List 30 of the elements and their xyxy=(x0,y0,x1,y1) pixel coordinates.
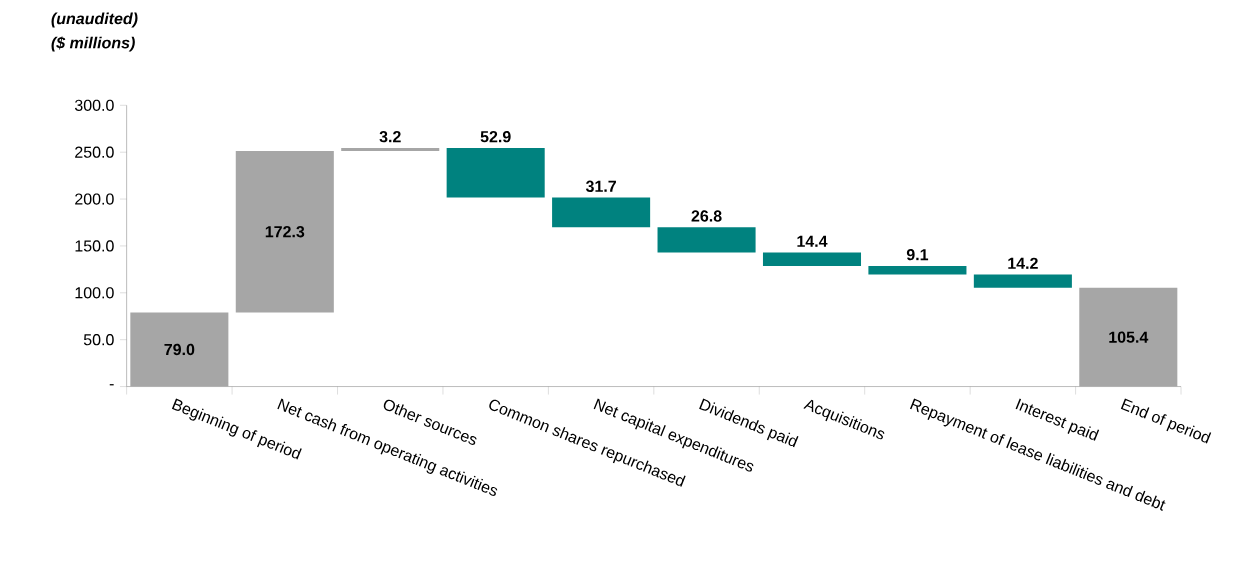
bar xyxy=(130,312,229,387)
text: ($ millions) xyxy=(51,36,135,52)
data-label: 52.9 xyxy=(480,130,511,143)
bar xyxy=(973,274,1072,288)
bar xyxy=(762,252,862,266)
bar xyxy=(341,147,440,151)
data-label: 3.2 xyxy=(379,130,401,143)
bar xyxy=(1079,287,1178,387)
x-tick-label: End of period xyxy=(1120,398,1212,444)
bar xyxy=(552,197,651,228)
y-tick-label: - xyxy=(109,384,114,386)
y-tick-label: 200.0 xyxy=(75,193,114,205)
bar xyxy=(657,227,756,253)
bar xyxy=(868,265,967,275)
text: (unaudited) xyxy=(51,12,138,28)
data-label: 14.2 xyxy=(1008,257,1038,269)
y-tick-label: 300.0 xyxy=(74,99,114,111)
data-label: 172.3 xyxy=(265,225,305,238)
data-label: 14.4 xyxy=(797,235,828,247)
bar xyxy=(235,150,334,313)
data-label: 31.7 xyxy=(585,180,616,192)
y-tick-label: 50.0 xyxy=(83,333,114,346)
bar xyxy=(446,147,545,198)
y-tick-label: 150.0 xyxy=(75,240,114,252)
y-tick-label: 250.0 xyxy=(75,146,114,158)
data-label: 79.0 xyxy=(164,343,195,356)
data-label: 26.8 xyxy=(691,210,722,222)
data-label: 105.4 xyxy=(1109,331,1149,343)
y-tick-label: 100.0 xyxy=(75,287,114,299)
data-label: 9.1 xyxy=(906,248,929,261)
